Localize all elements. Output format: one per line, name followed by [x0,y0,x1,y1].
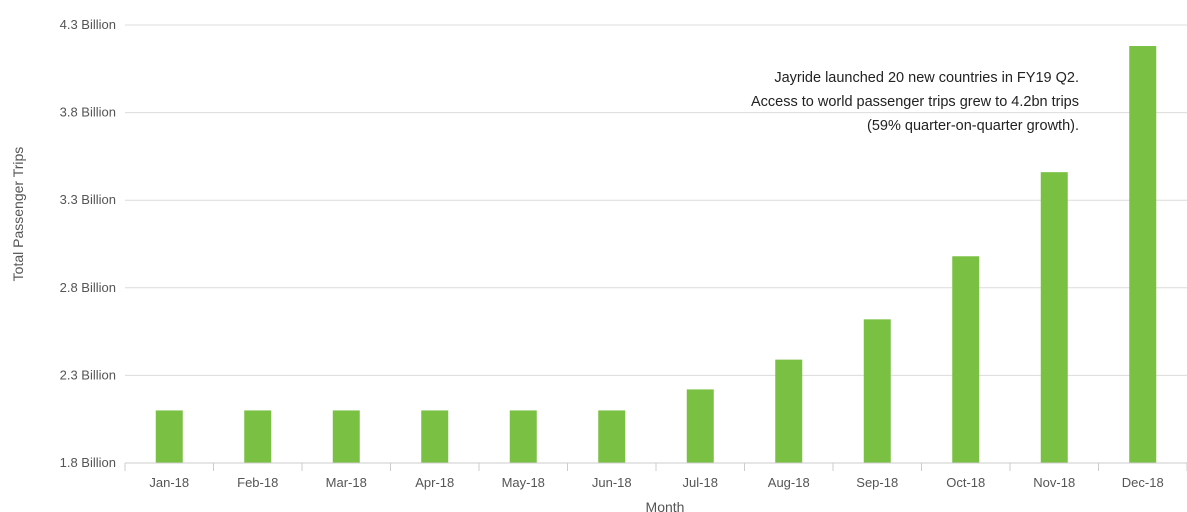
annotation-line-3: (59% quarter-on-quarter growth). [867,118,1079,134]
y-tick-label: 3.3 Billion [60,192,116,207]
bar [775,359,803,463]
x-tick-label: Feb-18 [237,475,278,490]
bar [598,410,626,463]
x-tick-label: Jul-18 [683,475,718,490]
bar [332,410,360,463]
y-axis-title: Total Passenger Trips [10,147,26,282]
bar [686,389,714,463]
bar [863,319,891,463]
axes [124,462,1187,471]
x-tick-label: Oct-18 [946,475,985,490]
x-tick-label: Jun-18 [592,475,632,490]
bar [1040,172,1068,463]
x-tick-label: Jan-18 [149,475,189,490]
x-tick-label: Nov-18 [1033,475,1075,490]
y-tick-label: 1.8 Billion [60,455,116,470]
x-tick-label: May-18 [502,475,545,490]
x-tick-label: Sep-18 [856,475,898,490]
annotation-line-2: Access to world passenger trips grew to … [751,94,1079,110]
bar [244,410,272,463]
annotation-line-1: Jayride launched 20 new countries in FY1… [774,70,1079,86]
bar [952,256,980,463]
gridlines [125,24,1187,376]
y-tick-label: 2.8 Billion [60,280,116,295]
x-tick-label: Mar-18 [326,475,367,490]
y-tick-label: 4.3 Billion [60,17,116,32]
bar [509,410,537,463]
x-tick-label: Dec-18 [1122,475,1164,490]
y-tick-label: 3.8 Billion [60,105,116,120]
x-tick-label: Apr-18 [415,475,454,490]
x-axis-title: Month [646,499,685,512]
y-tick-label: 2.3 Billion [60,367,116,382]
bar [1129,46,1157,464]
labels: 1.8 Billion 2.3 Billion 2.8 Billion 3.3 Bil… [60,17,1164,490]
bars [155,46,1157,464]
x-tick-label: Aug-18 [768,475,810,490]
bar [421,410,449,463]
annotation: Jayride launched 20 new countries in FY1… [751,70,1079,134]
bar [155,410,183,463]
